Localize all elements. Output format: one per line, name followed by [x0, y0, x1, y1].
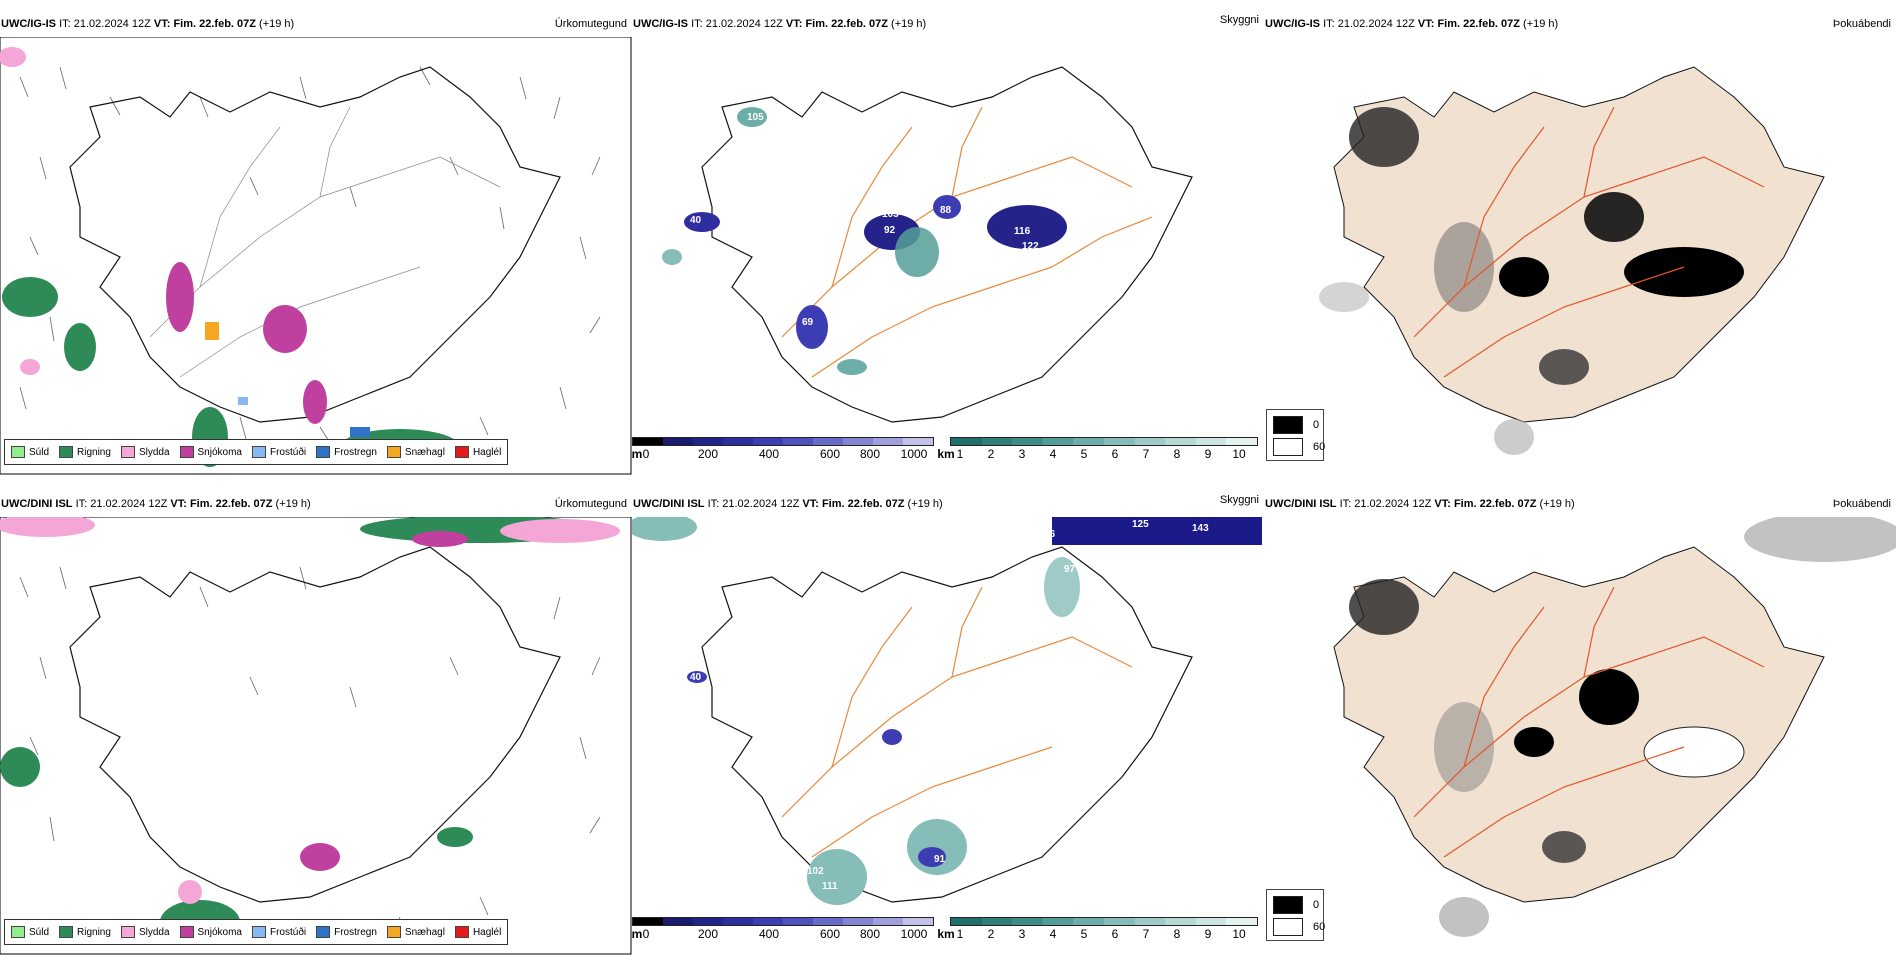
cloudbase-value: 111 [822, 881, 838, 892]
cloudbase-value: 122 [1022, 241, 1039, 252]
panel-title: Þokuábendi [1832, 18, 1891, 30]
visibility-panel-row1: UWC/IG-IS IT: 21.02.2024 12Z VT: Fim. 22… [632, 13, 1264, 475]
init-time: 21.02.2024 12Z [73, 18, 151, 30]
precip-type-map [0, 517, 632, 955]
fog-legend: 0 60 [1266, 889, 1325, 941]
visibility-colorbar [950, 917, 1258, 926]
panel-title: Þokuábendi [1832, 498, 1891, 510]
cloudbase-value: 66 [1044, 529, 1056, 540]
cloudbase-value: 102 [807, 866, 824, 877]
legend-item: Snæhagl [386, 446, 445, 458]
iceland-coastline [701, 546, 1193, 903]
cloudbase-labels: 125 143 66 97 40 18 102 111 91 [647, 519, 1209, 892]
cloudbase-value: 69 [802, 317, 814, 328]
legend-item: Slydda [120, 446, 170, 458]
iceland-coastline [69, 546, 561, 903]
cloudbase-value: 40 [690, 215, 702, 226]
cloudbase-value: 40 [690, 672, 702, 683]
fog-index-panel-row1: UWC/IG-IS IT: 21.02.2024 12Z VT: Fim. 22… [1264, 13, 1896, 475]
fog-index-map [1319, 66, 1825, 455]
legend-item: Snjókoma [179, 446, 242, 458]
roads [1413, 586, 1765, 858]
visibility-panel-row2: UWC/DINI ISL IT: 21.02.2024 12Z VT: Fim.… [632, 493, 1264, 955]
fog-shading [1349, 579, 1745, 937]
cloudbase-value: 91 [934, 854, 946, 865]
cloudbase-colorbar [632, 917, 934, 926]
cloudbase-value: 125 [1132, 519, 1149, 530]
fog-shading [1319, 107, 1744, 455]
cloudbase-ticks: m 0 200 400 600 800 1000 [631, 927, 928, 941]
panel-header: UWC/IG-IS IT: 21.02.2024 12Z VT: Fim. 22… [1, 15, 629, 33]
panel-title: Úrkomutegund [554, 498, 627, 510]
fog-index-map [1333, 517, 1896, 937]
cloudbase-value: 105 [747, 112, 764, 123]
precip-type-map [0, 37, 632, 475]
cloudbase-colorbar [632, 437, 934, 446]
visibility-map: 40 103 92 88 116 122 69 105 [662, 66, 1193, 423]
cloudbase-value: 116 [1014, 226, 1031, 237]
iceland-land [1333, 546, 1825, 903]
cloudbase-ticks: m 0 200 400 600 800 1000 [631, 447, 928, 461]
precip-legend: Súld Rigning Slydda Snjókoma Frostúði Fr… [4, 919, 509, 945]
cloudbase-value: 88 [940, 205, 952, 216]
cloudbase-value: 18 [647, 729, 659, 740]
panel-header: UWC/DINI ISL IT: 21.02.2024 12Z VT: Fim.… [633, 494, 1261, 513]
panel-header: UWC/IG-IS IT: 21.02.2024 12Z VT: Fim. 22… [633, 14, 1261, 33]
lead-time: (+19 h) [259, 18, 295, 30]
cloudbase-value: 103 [882, 209, 899, 220]
fog-legend: 0 60 [1266, 409, 1325, 461]
legend-item: Rigning [59, 446, 111, 458]
iceland-coastline [701, 66, 1193, 423]
valid-time: Fim. 22.feb. 07Z [173, 18, 256, 30]
panel-header: UWC/IG-IS IT: 21.02.2024 12Z VT: Fim. 22… [1265, 15, 1893, 33]
panel-header: UWC/DINI ISL IT: 21.02.2024 12Z VT: Fim.… [1265, 495, 1893, 513]
roads [1413, 106, 1765, 378]
cloudbase-value: 92 [884, 225, 896, 236]
panel-header: UWC/DINI ISL IT: 21.02.2024 12Z VT: Fim.… [1, 495, 629, 513]
visibility-ticks: km 1 2 3 4 5 6 7 8 9 10 [937, 447, 1246, 461]
iceland-land [1333, 66, 1825, 423]
legend-item: Frostregn [316, 446, 377, 458]
iceland-coastline [69, 66, 561, 423]
precip-type-panel-row2: UWC/DINI ISL IT: 21.02.2024 12Z VT: Fim.… [0, 493, 632, 955]
roads [781, 586, 1133, 858]
visibility-map: 125 143 66 97 40 18 102 111 91 [632, 517, 1262, 905]
cloudbase-value: 97 [1064, 564, 1076, 575]
cloudbase-labels: 40 103 92 88 116 122 69 105 [690, 112, 1039, 328]
roads [781, 106, 1153, 378]
legend-item: Súld [11, 446, 49, 458]
model-name: UWC/IG-IS [1, 18, 56, 30]
roads [149, 106, 501, 378]
fog-index-panel-row2: UWC/DINI ISL IT: 21.02.2024 12Z VT: Fim.… [1264, 493, 1896, 955]
visibility-colorbar [950, 437, 1258, 446]
precip-type-panel-row1: UWC/IG-IS IT: 21.02.2024 12Z VT: Fim. 22… [0, 13, 632, 475]
visibility-ticks: km 1 2 3 4 5 6 7 8 9 10 [937, 927, 1246, 941]
cloudbase-value: 143 [1192, 523, 1209, 534]
low-cloud-areas [662, 107, 1067, 375]
panel-title: Skyggni [1219, 14, 1259, 26]
precip-legend: Súld Rigning Slydda Snjókoma Frostúði Fr… [4, 439, 509, 465]
panel-title: Úrkomutegund [554, 18, 627, 30]
panel-title: Skyggni [1219, 494, 1259, 506]
legend-item: Frostúði [251, 446, 306, 458]
legend-item: Haglél [454, 446, 501, 458]
